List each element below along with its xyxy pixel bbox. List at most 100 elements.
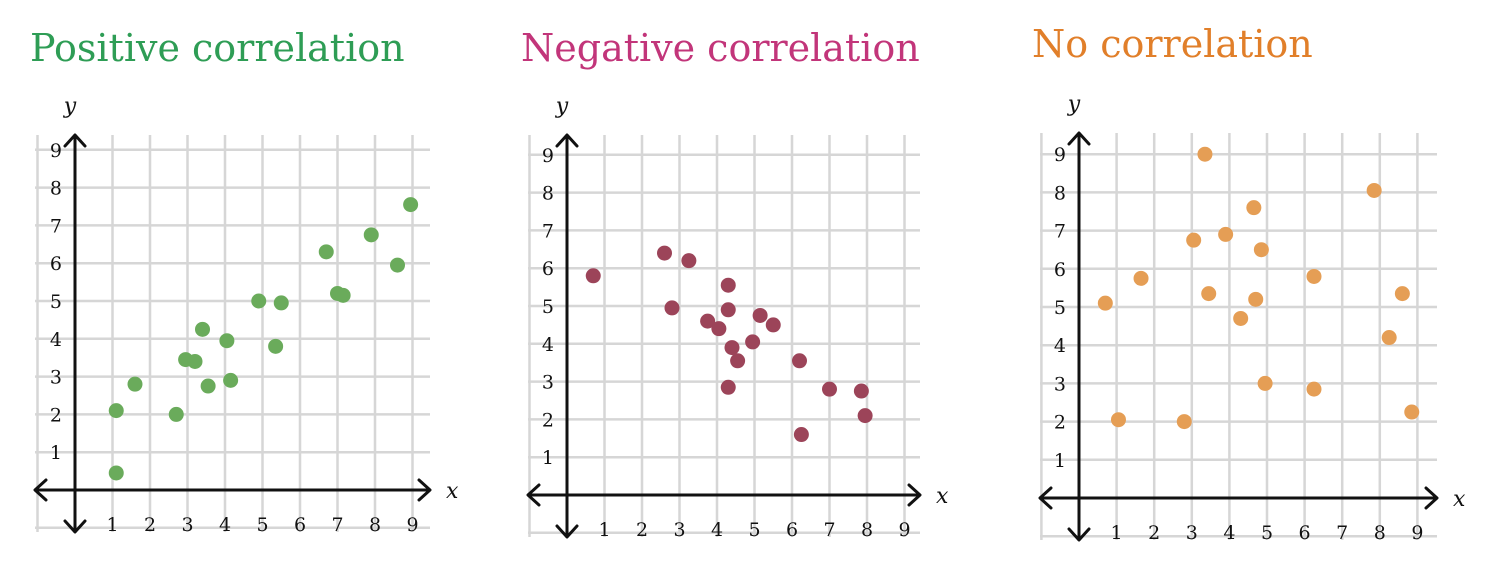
data-point: [1201, 286, 1217, 302]
data-point: [219, 333, 235, 349]
y-tick-label: 9: [1054, 144, 1066, 166]
data-point: [1218, 226, 1234, 242]
y-axis-label: y: [1067, 92, 1081, 117]
y-axis-arrow-up: [555, 133, 579, 148]
x-axis-arrow-right: [417, 478, 432, 502]
data-point: [1366, 182, 1382, 198]
data-point: [195, 321, 210, 337]
x-tick-label: 2: [636, 519, 648, 541]
y-axis-label: y: [63, 94, 77, 119]
data-point: [268, 338, 284, 354]
y-axis-label: y: [555, 94, 569, 119]
x-tick-label: 2: [144, 514, 156, 536]
data-point: [187, 353, 203, 369]
data-point: [335, 287, 351, 303]
data-point: [1253, 242, 1269, 258]
x-axis-label: x: [936, 484, 949, 509]
y-tick-label: 6: [542, 258, 554, 280]
x-tick-label: 6: [1299, 522, 1311, 544]
y-axis-arrow-up: [1067, 131, 1091, 146]
data-point: [1306, 268, 1322, 284]
data-point: [664, 300, 680, 316]
y-tick-label: 4: [542, 334, 554, 356]
y-tick-label: 3: [542, 372, 554, 394]
chart-title: Positive correlation: [30, 26, 405, 70]
x-axis-arrow-right: [1424, 486, 1439, 510]
data-point: [765, 317, 781, 333]
y-tick-label: 2: [542, 409, 554, 431]
x-tick-label: 8: [861, 519, 873, 541]
data-point: [1176, 414, 1192, 430]
data-point: [720, 379, 736, 395]
data-point: [1404, 404, 1420, 420]
gridlines: [528, 135, 920, 537]
y-tick-label: 1: [1054, 450, 1066, 472]
y-tick-label: 7: [1054, 221, 1066, 243]
scatter-plot: 1 2 3 4 5 6 7 8 9 1 2 3 4 5 6 7 8 9 x y: [526, 94, 949, 541]
data-point: [822, 381, 837, 397]
data-point: [108, 403, 124, 419]
data-point: [1257, 375, 1273, 391]
x-axis-label: x: [446, 479, 459, 504]
data-point: [720, 277, 736, 293]
x-axis-arrow-left: [526, 483, 541, 507]
data-point: [1381, 330, 1397, 346]
data-point: [1097, 295, 1113, 311]
y-tick-label: 2: [1054, 412, 1066, 434]
x-tick-label: 7: [823, 519, 835, 541]
data-point: [168, 406, 184, 422]
data-point: [1246, 200, 1262, 216]
data-point: [657, 245, 672, 261]
y-tick-label: 7: [50, 215, 62, 237]
data-point: [585, 268, 601, 284]
chart-title: Negative correlation: [521, 26, 920, 70]
data-point: [793, 427, 809, 443]
y-tick-label: 5: [50, 291, 62, 313]
y-tick-label: 8: [1054, 182, 1066, 204]
x-tick-label: 7: [1336, 522, 1348, 544]
y-tick-label: 4: [1054, 335, 1066, 357]
x-tick-label: 8: [1374, 522, 1386, 544]
data-point: [681, 253, 697, 269]
data-point: [711, 321, 727, 337]
x-tick-label: 5: [1261, 522, 1273, 544]
data-point: [223, 372, 239, 388]
y-axis-arrow-up: [63, 133, 87, 148]
data-point: [853, 383, 869, 399]
y-tick-label: 5: [1054, 297, 1066, 319]
y-axis-arrow-down: [63, 519, 87, 534]
data-point: [857, 408, 873, 424]
x-tick-label: 9: [898, 519, 910, 541]
y-tick-label: 2: [50, 404, 62, 426]
data-point: [1197, 146, 1213, 162]
x-tick-label: 1: [1111, 522, 1123, 544]
data-point: [127, 376, 143, 392]
data-point: [251, 293, 267, 309]
data-point: [363, 227, 379, 243]
y-tick-label: 7: [542, 220, 554, 242]
x-tick-label: 3: [1186, 522, 1198, 544]
x-tick-label: 1: [598, 519, 610, 541]
x-axis-arrow-left: [33, 478, 48, 502]
data-point: [730, 353, 746, 369]
y-axis-arrow-down: [555, 524, 579, 539]
x-tick-label: 4: [219, 514, 231, 536]
data-point: [403, 197, 419, 213]
y-tick-label: 9: [50, 140, 62, 162]
data-point: [390, 257, 405, 273]
x-tick-label: 9: [1411, 522, 1423, 544]
data-point: [1306, 381, 1322, 397]
y-tick-label: 9: [542, 145, 554, 167]
x-tick-label: 4: [711, 519, 723, 541]
x-tick-label: 1: [106, 514, 118, 536]
x-tick-label: 4: [1223, 522, 1235, 544]
y-tick-label: 1: [542, 447, 554, 469]
x-tick-label: 5: [256, 514, 268, 536]
data-point: [273, 295, 289, 311]
data-point: [318, 244, 334, 260]
y-axis-arrow-down: [1067, 527, 1091, 542]
x-tick-label: 9: [406, 514, 418, 536]
data-point: [1394, 286, 1410, 302]
data-point: [1133, 270, 1149, 286]
